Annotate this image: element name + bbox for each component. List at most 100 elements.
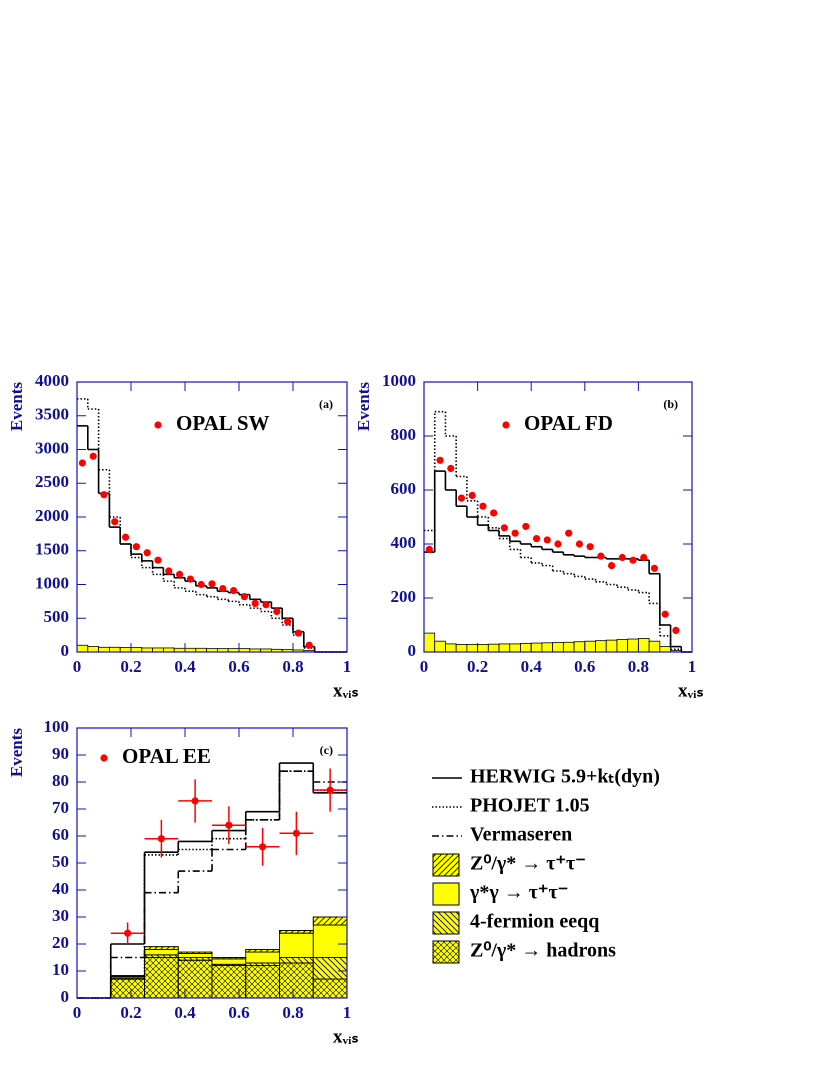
data-point [326,786,334,794]
y-tick-label: 80 [52,771,69,790]
data-point [618,553,626,562]
x-tick-label: 0.8 [282,1003,303,1022]
y-tick-label: 2500 [35,472,69,491]
y-tick-label: 2000 [35,506,69,525]
y-tick-label: 70 [52,798,69,817]
data-point [157,835,165,843]
panel-label: (c) [320,743,333,757]
data-point [165,567,173,575]
background-hatch [279,957,314,964]
data-point [597,552,605,560]
data-point [575,540,584,548]
background-hatch [279,962,314,999]
x-tick-label: 0.2 [120,657,141,676]
legend-hatch [432,853,460,877]
background-bar [509,643,521,653]
data-point [225,821,233,829]
background-hatch [144,954,179,958]
x-tick-label: 1 [343,1003,352,1022]
data-legend: OPAL FD [524,411,613,435]
background-bar [152,647,164,653]
background-hatch [279,930,314,934]
background-hatch [110,978,145,999]
data-point [468,491,476,499]
data-point [511,529,519,537]
y-tick-label: 3500 [35,405,69,424]
plot-frame [423,381,693,653]
legend-label: Z⁰/γ* → hadrons [470,940,616,962]
data-point [565,529,573,537]
background-hatch [312,978,348,999]
data-point [490,509,498,517]
legend-label: Z⁰/γ* → τ⁺τ⁻ [470,853,586,875]
x-tick-label: 0 [73,1003,82,1022]
background-bar [520,642,532,653]
data-point [292,829,300,837]
background-bar [279,932,314,958]
y-axis-label: Events [7,382,26,432]
panel-label: (a) [319,397,333,411]
background-bar [312,924,348,958]
y-tick-label: 0 [408,641,417,660]
y-tick-label: 10 [52,960,69,979]
data-point [500,524,508,532]
y-tick-label: 1500 [35,540,69,559]
x-tick-label: 0 [420,657,429,676]
background-bar [659,646,671,653]
background-bar [162,647,175,653]
legend-label: Vermaseren [470,824,572,846]
y-axis-label: Events [354,382,373,432]
background-bar [595,640,607,653]
x-tick-label: 0.6 [228,657,249,676]
data-legend: OPAL EE [122,744,211,768]
background-hatch [177,959,213,999]
data-point [197,580,205,589]
legend-hatch [432,911,460,935]
data-point [447,464,455,472]
data-point [111,518,119,526]
background-bar [616,639,629,653]
data-point [219,584,227,593]
y-tick-label: 50 [52,852,69,871]
background-bar [76,644,89,653]
data-point [305,641,313,649]
background-bar [638,638,650,653]
background-bar [144,949,179,956]
background-bar [109,646,121,653]
data-point [640,553,648,562]
y-tick-label: 600 [391,479,417,498]
y-tick-label: 800 [391,425,417,444]
data-point [191,797,199,805]
background-bar [498,643,511,653]
data-point [543,536,551,544]
data-point [554,540,562,548]
y-tick-label: 500 [44,607,70,626]
panel-label: (b) [663,397,678,411]
background-bar [605,639,618,653]
background-bar [627,638,639,653]
y-axis-label: Events [7,728,26,778]
background-bar [487,643,500,653]
y-tick-label: 200 [391,587,417,606]
background-bar [530,642,543,653]
background-bar [141,647,154,653]
background-hatch [312,916,348,926]
background-bar [445,643,457,653]
data-point [273,607,281,616]
x-tick-label: 1 [688,657,697,676]
data-point [124,929,132,937]
legend-label: γ*γ → τ⁺τ⁻ [469,882,568,904]
legend-label: PHOJET 1.05 [470,795,590,817]
x-axis-label: xᵥᵢₛ [333,1026,359,1047]
x-tick-label: 0.6 [574,657,595,676]
background-bar [211,958,247,965]
legend-swatch [432,882,460,906]
background-bar [584,640,596,653]
background-bar [434,640,446,653]
data-point [100,491,108,499]
data-point [100,754,108,762]
background-hatch [110,975,145,977]
y-tick-label: 400 [391,533,417,552]
y-tick-label: 0 [61,641,70,660]
